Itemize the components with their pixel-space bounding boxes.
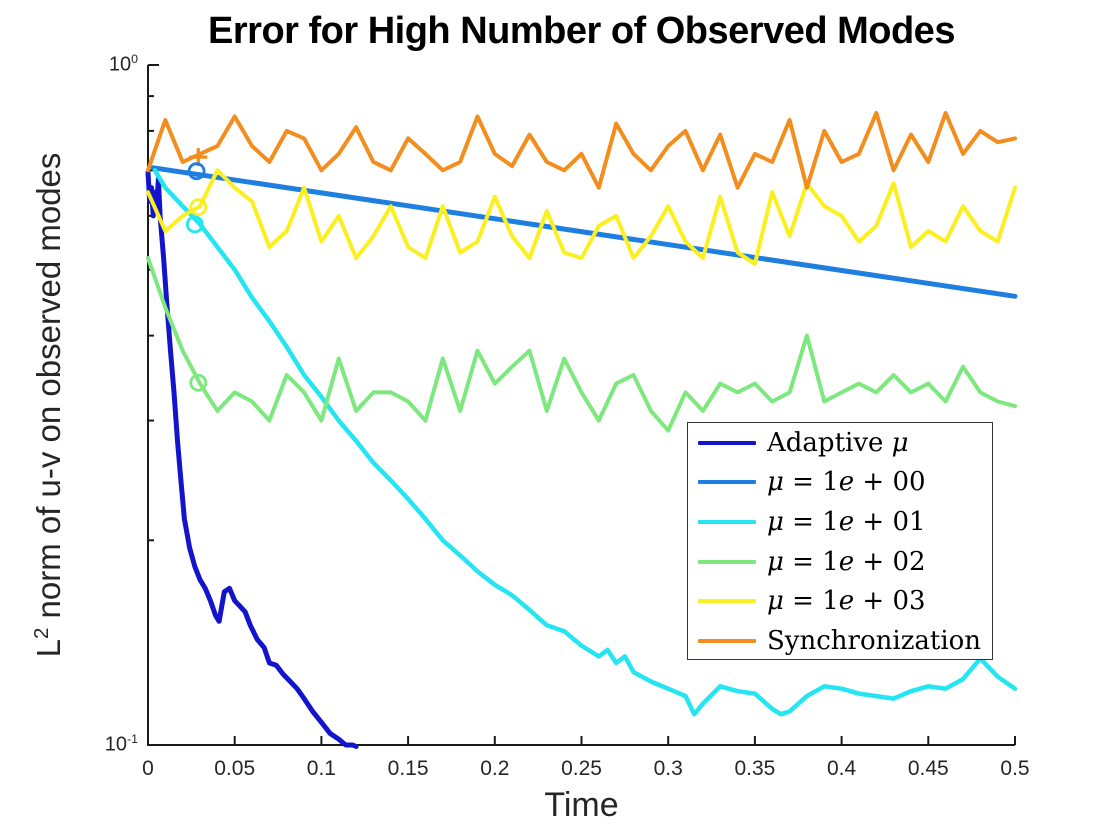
- legend-line-sample-mu1e00: [698, 480, 756, 485]
- marker-circle-mu1e02: [189, 373, 208, 392]
- legend-row-mu1e01: μ = 1e + 01: [688, 502, 992, 542]
- legend-label-adaptive: Adaptive μ: [767, 427, 909, 458]
- chart-title: Error for High Number of Observed Modes: [208, 10, 955, 52]
- series-mu1e02-line: [146, 256, 1017, 433]
- legend-row-mu1e02: μ = 1e + 02: [688, 542, 992, 582]
- x-tick-label-0.5: 0.5: [1000, 757, 1030, 780]
- series-sync-line: [146, 111, 1017, 190]
- x-tick-label-0: 0: [142, 757, 154, 780]
- legend-label-mu1e02: μ = 1e + 02: [767, 546, 926, 577]
- legend-label-mu1e03: μ = 1e + 03: [767, 586, 926, 617]
- x-tick-label-0.25: 0.25: [561, 757, 602, 780]
- marker-circle-mu1e03: [189, 198, 208, 217]
- y-axis-label: L2 norm of u-v on observed modes: [30, 152, 67, 658]
- series-mu1e01-line: [152, 168, 1018, 717]
- legend-row-mu1e03: μ = 1e + 03: [688, 582, 992, 622]
- legend-box: Adaptive μ μ = 1e + 00 μ = 1e + 01 μ = 1e +…: [687, 422, 993, 660]
- legend-row-sync: Synchronization: [688, 621, 992, 661]
- marker-circle-mu1e00: [187, 162, 206, 181]
- series-mu1e00-line: [150, 165, 1018, 299]
- legend-row-adaptive: Adaptive μ: [688, 423, 992, 463]
- series-mu1e03-line: [146, 168, 1017, 266]
- legend-label-mu1e00: μ = 1e + 00: [767, 467, 926, 498]
- y-tick-label-10^0: 100: [108, 52, 138, 76]
- legend-line-sample-adaptive: [698, 440, 756, 445]
- legend-line-sample-mu1e01: [698, 520, 756, 525]
- x-tick-label-0.1: 0.1: [306, 757, 336, 780]
- x-tick-label-0.2: 0.2: [480, 757, 510, 780]
- legend-label-sync: Synchronization: [767, 626, 982, 657]
- legend-line-sample-mu1e02: [698, 559, 756, 564]
- x-tick-label-0.3: 0.3: [653, 757, 683, 780]
- x-tick-label-0.35: 0.35: [734, 757, 776, 780]
- x-axis-label: Time: [544, 786, 619, 824]
- legend-row-mu1e00: μ = 1e + 00: [688, 463, 992, 503]
- series-adaptive-line: [145, 170, 359, 749]
- marker-circle-mu1e01: [185, 215, 204, 234]
- x-tick-label-0.05: 0.05: [214, 757, 256, 780]
- x-tick-label-0.4: 0.4: [826, 757, 857, 780]
- x-tick-label-0.15: 0.15: [387, 757, 429, 780]
- legend-line-sample-sync: [698, 639, 756, 644]
- legend-label-mu1e01: μ = 1e + 01: [767, 507, 926, 538]
- x-tick-label-0.45: 0.45: [907, 757, 949, 780]
- legend-line-sample-mu1e03: [698, 599, 756, 604]
- y-tick-label-10^-1: 10-1: [104, 732, 138, 756]
